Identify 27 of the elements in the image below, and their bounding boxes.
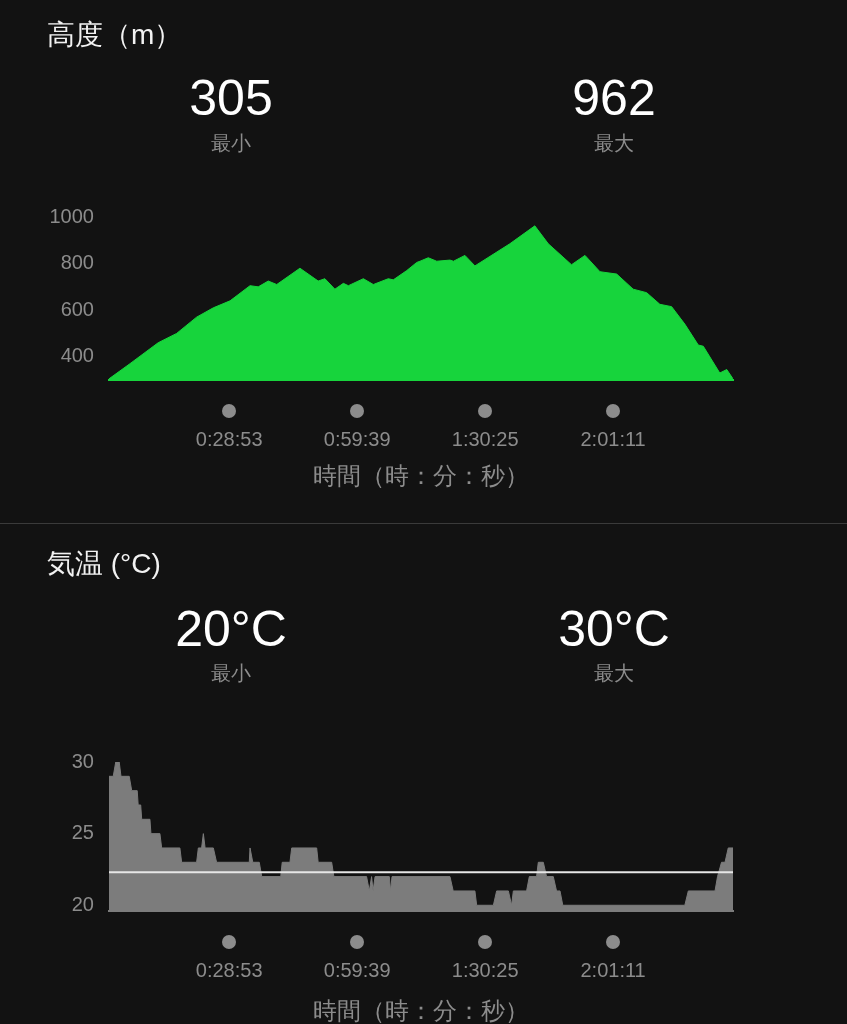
text: 305 (188, 70, 274, 126)
x-tick-label: 2:01:11 (580, 958, 646, 981)
chart-title: 高度（m） (47, 18, 183, 52)
x-tick-label: 0:28:53 (195, 427, 263, 450)
y-tick-label: 800 (60, 251, 94, 274)
x-tick-label: 1:30:25 (451, 958, 519, 981)
x-tick-label: 0:59:39 (323, 427, 391, 450)
y-tick-label: 1000 (49, 204, 94, 227)
text: 最小 (210, 131, 252, 155)
y-tick-label: 30 (71, 749, 94, 772)
text: 最小 (210, 661, 252, 685)
y-tick-label: 400 (60, 344, 94, 367)
text: 30°C (557, 601, 671, 657)
text: 最大 (593, 661, 635, 685)
y-tick-label: 25 (71, 821, 94, 844)
x-axis-title: 時間（時：分：秒） (313, 462, 529, 490)
text: 20°C (174, 601, 288, 657)
x-tick-label: 1:30:25 (451, 427, 519, 450)
x-axis-title: 時間（時：分：秒） (313, 997, 529, 1024)
x-tick-label: 0:59:39 (323, 958, 391, 981)
x-tick-label: 0:28:53 (195, 958, 263, 981)
y-tick-label: 20 (71, 892, 94, 915)
chart-title: 気温 (°C) (47, 547, 161, 581)
y-tick-label: 600 (60, 297, 94, 320)
text: 最大 (593, 131, 635, 155)
x-tick-label: 2:01:11 (580, 427, 646, 450)
text: 962 (571, 70, 657, 126)
